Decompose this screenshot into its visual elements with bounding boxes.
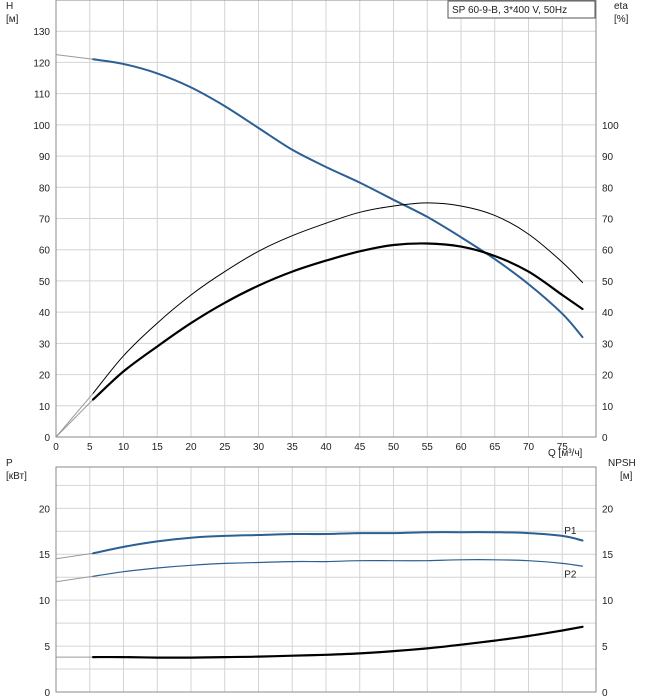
top-right-tick-label: 0 [602,433,608,444]
top-left-axis-unit: [м] [6,14,19,25]
bottom-left-tick-label: 5 [44,642,50,653]
x-tick-label: 0 [53,442,59,453]
top-left-tick-label: 0 [44,433,50,444]
top-left-tick-label: 90 [39,152,51,163]
series-p1-extension [55,552,94,560]
x-tick-label: 70 [523,442,535,453]
x-tick-label: 15 [152,442,164,453]
top-right-axis-unit: [%] [614,14,629,25]
top-panel: H [м] eta [%] SP 60-9-B, 3*400 V, 50Hz 0… [6,0,629,459]
top-left-tick-label: 100 [33,121,50,132]
top-left-ticks: 0 10 20 30 40 50 60 70 80 90 100 110 120 130 [33,27,50,444]
x-tick-label: 65 [489,442,501,453]
series-p1-line [92,531,584,555]
bottom-right-tick-label: 10 [602,596,614,607]
top-right-tick-label: 30 [602,339,614,350]
top-left-tick-label: 40 [39,308,51,319]
x-tick-label: 20 [185,442,197,453]
top-series [55,54,584,438]
x-tick-label: 75 [557,442,569,453]
top-left-tick-label: 60 [39,246,51,257]
bottom-left-axis-label: P [6,458,13,469]
top-left-tick-label: 20 [39,371,51,382]
top-right-ticks: 0 10 20 30 40 50 60 70 80 90 100 [602,121,619,444]
top-left-tick-label: 30 [39,339,51,350]
bottom-left-tick-label: 0 [44,688,50,699]
bottom-right-tick-label: 20 [602,504,614,515]
x-tick-label: 40 [320,442,332,453]
top-right-tick-label: 100 [602,121,619,132]
series-p2-label: P2 [564,569,577,580]
bottom-right-axis-label: NPSH [608,458,636,469]
top-left-tick-label: 50 [39,277,51,288]
bottom-right-ticks: 0 5 10 15 20 [602,504,614,699]
series-eta-thick-extension [55,399,94,438]
top-right-tick-label: 70 [602,215,614,226]
top-right-tick-label: 10 [602,402,614,413]
top-plot-frame [55,0,597,438]
x-tick-label: 60 [455,442,467,453]
series-npsh-line [92,625,584,659]
x-tick-label: 25 [219,442,231,453]
series-p2-extension [55,575,94,583]
x-tick-label: 30 [253,442,265,453]
top-left-tick-label: 110 [34,90,50,101]
x-tick-label: 35 [287,442,299,453]
series-eta-thin-line [92,202,583,394]
top-x-ticks: 0 5 10 15 20 25 30 35 40 45 50 55 60 65 70 75 [53,442,568,453]
series-h-extension [55,54,94,60]
x-axis-label: Q [м³/ч] [548,448,583,459]
bottom-left-tick-label: 10 [39,596,51,607]
bottom-right-tick-label: 0 [602,688,608,699]
top-left-tick-label: 70 [39,215,51,226]
series-p2-line [92,559,584,577]
bottom-left-ticks: 0 5 10 15 20 [39,504,51,699]
x-tick-label: 5 [87,442,93,453]
top-right-tick-label: 90 [602,152,614,163]
top-left-tick-label: 130 [33,27,50,38]
legend-box: SP 60-9-B, 3*400 V, 50Hz [447,0,596,19]
top-right-axis-label: eta [614,1,628,12]
legend-text: SP 60-9-B, 3*400 V, 50Hz [452,5,567,16]
top-left-tick-label: 80 [39,183,51,194]
top-right-tick-label: 50 [602,277,614,288]
series-h-line [92,58,584,339]
bottom-grid [56,467,596,692]
bottom-left-tick-label: 15 [39,550,51,561]
bottom-series: P1 P2 [55,526,584,659]
bottom-plot-frame [55,466,597,693]
x-tick-label: 45 [354,442,366,453]
x-tick-label: 55 [422,442,434,453]
top-left-axis-label: H [6,1,13,12]
top-grid [56,0,596,437]
top-left-tick-label: 120 [33,58,50,69]
series-p1-label: P1 [564,526,577,537]
bottom-right-axis-unit: [м] [620,471,633,482]
legend-frame [447,0,596,19]
top-left-tick-label: 10 [39,402,51,413]
bottom-right-tick-label: 5 [602,642,608,653]
bottom-left-tick-label: 20 [39,504,51,515]
x-tick-label: 10 [118,442,130,453]
top-right-tick-label: 20 [602,371,614,382]
bottom-panel: P [кВт] NPSH [м] 0 5 10 15 20 0 5 10 15 20 P1 P2 [6,458,636,699]
bottom-right-tick-label: 15 [602,550,614,561]
series-eta-thick-line [92,242,584,401]
series-eta-thin-extension [55,392,94,438]
x-tick-label: 50 [388,442,400,453]
top-right-tick-label: 40 [602,308,614,319]
bottom-left-axis-unit: [кВт] [6,471,27,482]
top-right-tick-label: 80 [602,183,614,194]
top-right-tick-label: 60 [602,246,614,257]
